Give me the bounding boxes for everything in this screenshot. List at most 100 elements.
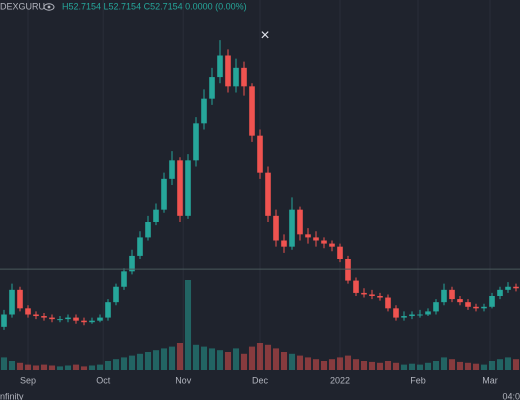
volume-bar [112, 359, 120, 370]
volume-bar [224, 352, 232, 370]
candle-body [41, 316, 47, 318]
x-tick-label: Sep [20, 375, 36, 385]
volume-bar [416, 364, 424, 370]
candle-body [89, 320, 95, 323]
eye-icon[interactable] [43, 3, 55, 11]
candle-body [345, 259, 351, 281]
candle-body [193, 123, 199, 161]
volume-bar [144, 352, 152, 370]
volume-bar [96, 364, 104, 370]
volume-bar [176, 343, 184, 370]
candle-body [497, 289, 503, 296]
candle-body [377, 296, 383, 298]
volume-bar [456, 361, 464, 370]
candle-body [329, 243, 335, 247]
candle-body [177, 160, 183, 216]
volume-bar [48, 365, 56, 370]
candle-body [185, 160, 191, 216]
candle-body [121, 271, 127, 287]
candle-body [145, 222, 151, 238]
candle-body [353, 280, 359, 293]
volume-bar [360, 361, 368, 370]
candle-body [129, 255, 135, 272]
candle-body [481, 306, 487, 309]
volume-bar [384, 361, 392, 370]
candle-body [257, 135, 263, 173]
x-tick-label: Feb [410, 375, 426, 385]
candle-body [289, 209, 295, 247]
candle-body [265, 172, 271, 216]
candle-body [49, 317, 55, 320]
candle-body [209, 77, 215, 99]
candle-body [161, 178, 167, 210]
candle-body [457, 299, 463, 303]
volume-bar [232, 348, 240, 370]
candle-body [9, 289, 15, 315]
volume-bar [88, 365, 96, 370]
volume-bar [400, 364, 408, 370]
candle-body [321, 240, 327, 244]
volume-bar [496, 359, 504, 370]
candle-body [449, 289, 455, 300]
footer-right: 04:0 [502, 391, 520, 400]
candle-body [401, 316, 407, 318]
volume-bar [200, 346, 208, 370]
ohlc-legend: H52.7154 L52.7154 C52.7154 0.0000 (0.00%… [62, 1, 247, 11]
volume-bar [216, 350, 224, 370]
volume-bar [80, 366, 88, 370]
volume-bar [72, 364, 80, 370]
candle-body [337, 246, 343, 259]
x-tick-label: Dec [252, 375, 269, 385]
x-tick-label: Oct [96, 375, 111, 385]
volume-bar [160, 348, 168, 370]
x-tick-label: 2022 [330, 375, 350, 385]
volume-bar [424, 362, 432, 370]
volume-bar [184, 280, 192, 370]
volume-bar [64, 365, 72, 370]
volume-bar [248, 346, 256, 370]
volume-bar [32, 365, 40, 370]
volume-bar [136, 353, 144, 370]
x-tick-label: Mar [482, 375, 498, 385]
volume-bar [16, 362, 24, 370]
volume-bar [408, 363, 416, 370]
volume-bar [304, 357, 312, 370]
close-button[interactable]: × [260, 27, 269, 44]
candle-body [113, 286, 119, 303]
candle-body [233, 67, 239, 87]
candle-body [385, 297, 391, 309]
volume-bar [104, 361, 112, 370]
x-tick-label: Nov [175, 375, 192, 385]
volume-bar [168, 346, 176, 370]
candle-body [273, 215, 279, 241]
volume-bar [352, 359, 360, 370]
candle-body [225, 55, 231, 87]
volume-bar [504, 357, 512, 370]
candle-body [105, 302, 111, 318]
volume-bar [296, 355, 304, 370]
footer-left: nfinity [0, 391, 24, 400]
candle-body [425, 311, 431, 315]
candle-body [169, 160, 175, 179]
volume-bar [328, 359, 336, 370]
time-axis [0, 372, 520, 400]
candle-body [65, 317, 71, 320]
volume-bar [208, 348, 216, 370]
volume-bar [56, 366, 64, 370]
candle-body [393, 308, 399, 318]
candle-body [137, 237, 143, 256]
candle-body [201, 98, 207, 124]
candle-body [73, 317, 79, 321]
volume-bar [472, 363, 480, 370]
candle-body [25, 308, 31, 315]
candle-body [361, 292, 367, 295]
candle-body [369, 294, 375, 296]
candle-body [81, 320, 87, 323]
grid [27, 0, 491, 370]
candle-body [313, 237, 319, 241]
candle-body [513, 286, 519, 289]
volume-bar [440, 357, 448, 370]
candle-body [441, 289, 447, 303]
candle-body [489, 296, 495, 307]
candle-body [473, 306, 479, 309]
